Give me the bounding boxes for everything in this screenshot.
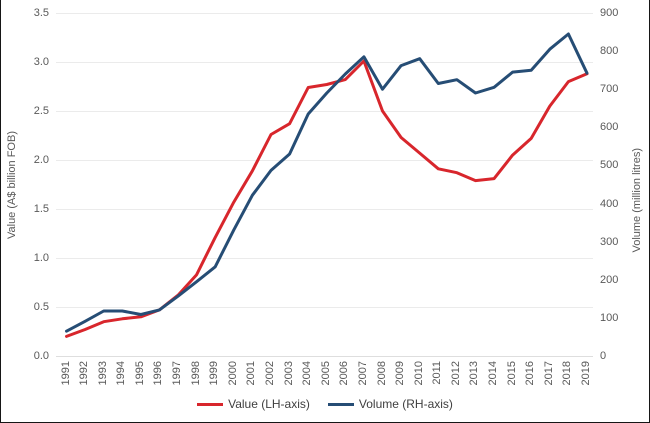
left-axis-tick: 1.0 — [33, 252, 49, 264]
gridline — [56, 258, 593, 259]
gridline — [56, 160, 593, 161]
value-line — [65, 59, 589, 338]
gridline — [56, 307, 593, 308]
right-axis-tick: 200 — [600, 273, 619, 286]
legend-item-volume: Volume (RH-axis) — [327, 397, 453, 411]
left-axis-tick: 0.0 — [33, 350, 49, 362]
right-axis-tick: 800 — [600, 45, 619, 58]
left-axis-tick: 3.0 — [33, 56, 49, 68]
volume-line — [65, 32, 589, 333]
gridline — [56, 356, 593, 357]
legend-item-value: Value (LH-axis) — [197, 397, 310, 411]
right-axis-tick: 400 — [600, 197, 619, 210]
left-axis-tick: 2.0 — [33, 154, 49, 166]
left-axis-tick: 2.5 — [33, 105, 49, 117]
left-axis-tick: 0.5 — [33, 301, 49, 313]
right-axis-tick: 900 — [600, 7, 619, 19]
gridline — [56, 111, 593, 112]
right-axis-tick: 600 — [600, 121, 619, 134]
right-axis-tick: 0 — [600, 350, 607, 362]
left-axis-tick: 1.5 — [33, 203, 49, 215]
volume-line-marker — [327, 402, 354, 406]
left-axis-tick: 3.5 — [33, 7, 49, 19]
value-line-marker — [197, 402, 224, 406]
right-axis-tick: 100 — [600, 311, 619, 324]
legend: Value (LH-axis) Volume (RH-axis) — [1, 397, 649, 411]
gridline — [56, 209, 593, 210]
right-axis-tick: 700 — [600, 83, 619, 96]
legend-label-value: Value (LH-axis) — [228, 397, 310, 411]
gridline — [56, 62, 593, 63]
right-axis-tick: 300 — [600, 235, 619, 248]
legend-label-volume: Volume (RH-axis) — [358, 397, 453, 411]
right-axis-tick: 500 — [600, 159, 619, 172]
gridline — [56, 13, 593, 14]
